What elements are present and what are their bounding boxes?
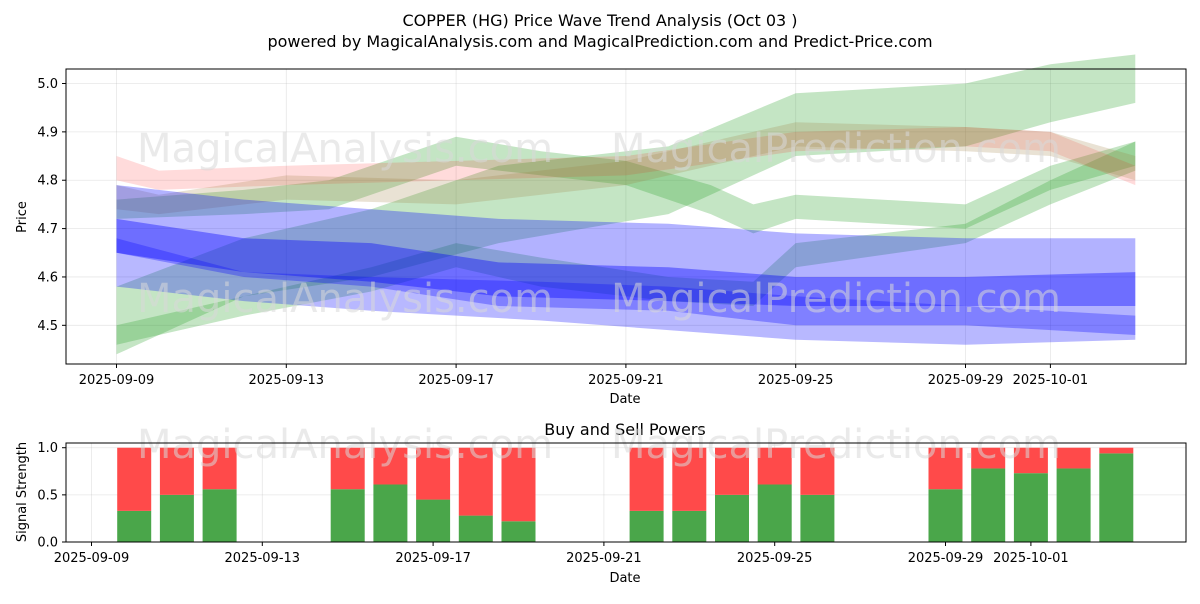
bottom-xtick-label: 2025-09-09 [54, 551, 130, 566]
buy-bar [715, 494, 749, 542]
top-watermark-right-upper: MagicalPrediction.com [611, 126, 1061, 172]
top-plot-background [66, 69, 1186, 364]
buy-bar [373, 484, 408, 542]
price-band-blue-band-1 [116, 185, 1136, 335]
sell-bar [501, 447, 536, 522]
sell-bar [1013, 447, 1048, 474]
buy-bar [416, 499, 451, 542]
bottom-ylabel: Signal Strength [15, 442, 30, 542]
top-ytick-label: 4.7 [37, 222, 58, 237]
buy-bar [1013, 473, 1048, 542]
bottom-watermark-left: MagicalAnalysis.com [137, 422, 553, 468]
bottom-xtick-label: 2025-10-01 [993, 551, 1069, 566]
buy-bar [159, 494, 194, 542]
top-ytick-label: 5.0 [37, 77, 58, 92]
buy-bar [971, 468, 1006, 542]
top-ytick-label: 4.5 [37, 319, 58, 334]
sell-bar [416, 447, 451, 500]
sell-bar [1099, 447, 1134, 454]
buy-bar [1056, 468, 1091, 542]
chart-title-line1: COPPER (HG) Price Wave Trend Analysis (O… [402, 11, 797, 30]
sell-bar [458, 447, 493, 516]
buy-bar [117, 510, 152, 542]
bottom-plot-frame [65, 442, 1187, 543]
top-watermark-left-upper: MagicalAnalysis.com [137, 126, 553, 172]
chart-title-line2: powered by MagicalAnalysis.com and Magic… [267, 32, 932, 51]
bottom-title: Buy and Sell Powers [544, 420, 706, 439]
bottom-xlabel: Date [609, 571, 640, 586]
top-ticks: 4.5 4.6 4.7 4.8 4.9 5.0 2025-09-09 2025-09-13 20… [37, 77, 1088, 388]
top-xtick-label: 2025-10-01 [1013, 373, 1089, 388]
bottom-ticks: 0.0 0.5 1.0 2025-09-09 2025-09-13 2025-09-17 2… [37, 441, 1068, 566]
buy-bar [800, 494, 835, 542]
top-xtick-label: 2025-09-09 [79, 373, 155, 388]
top-ytick-label: 4.9 [37, 125, 58, 140]
top-xtick-label: 2025-09-13 [249, 373, 325, 388]
bottom-xtick-label: 2025-09-29 [908, 551, 984, 566]
sell-bar [159, 447, 194, 495]
bottom-watermark-right: MagicalPrediction.com [611, 422, 1061, 468]
top-watermark-left-lower: MagicalAnalysis.com [137, 276, 553, 322]
sell-bar [800, 447, 835, 495]
sell-bar [629, 447, 664, 511]
buy-bar [928, 489, 963, 542]
price-band-blue-band-3 [116, 238, 1136, 345]
top-bands [116, 54, 1136, 355]
sell-bar [202, 447, 237, 490]
top-xtick-label: 2025-09-17 [418, 373, 494, 388]
buy-bar [458, 515, 493, 542]
sell-bar [928, 447, 963, 490]
price-band-brown-band [116, 122, 1136, 215]
price-band-green-band-3 [116, 136, 1136, 234]
sell-bar [373, 447, 408, 485]
buy-bar [501, 521, 536, 542]
buy-bar [629, 510, 664, 542]
top-ytick-label: 4.6 [37, 270, 58, 285]
top-ytick-label: 4.8 [37, 174, 58, 189]
bottom-bars [117, 447, 1134, 542]
sell-bar [757, 447, 792, 485]
bottom-ytick-label: 0.0 [37, 536, 58, 551]
buy-bar [757, 484, 792, 542]
bottom-ytick-label: 1.0 [37, 441, 58, 456]
top-ylabel: Price [15, 201, 30, 233]
sell-bar [330, 447, 365, 490]
price-band-blue-band-2 [116, 218, 1136, 306]
price-wave-chart: MagicalAnalysis.com MagicalPrediction.co… [15, 54, 1187, 407]
top-xtick-label: 2025-09-29 [928, 373, 1004, 388]
top-watermark-right-lower: MagicalPrediction.com [611, 276, 1061, 322]
buy-sell-chart: Buy and Sell Powers MagicalAnalysis.com … [15, 420, 1187, 586]
price-band-red-band [116, 127, 1136, 190]
price-band-green-band-2 [116, 141, 1136, 345]
bottom-xtick-label: 2025-09-25 [737, 551, 813, 566]
top-xtick-label: 2025-09-21 [588, 373, 664, 388]
top-xtick-label: 2025-09-25 [758, 373, 834, 388]
price-band-green-band-1 [116, 54, 1136, 355]
bottom-xtick-label: 2025-09-21 [566, 551, 642, 566]
sell-bar [1056, 447, 1091, 469]
bottom-ytick-label: 0.5 [37, 488, 58, 503]
buy-bar [1099, 453, 1134, 542]
top-xlabel: Date [609, 392, 640, 407]
buy-bar [202, 489, 237, 542]
top-grid [66, 69, 1186, 364]
sell-bar [715, 447, 749, 495]
bottom-xtick-label: 2025-09-17 [395, 551, 471, 566]
sell-bar [672, 447, 707, 511]
buy-bar [672, 510, 707, 542]
bottom-xtick-label: 2025-09-13 [225, 551, 301, 566]
sell-bar [971, 447, 1006, 469]
sell-bar [117, 447, 152, 511]
buy-bar [330, 489, 365, 542]
